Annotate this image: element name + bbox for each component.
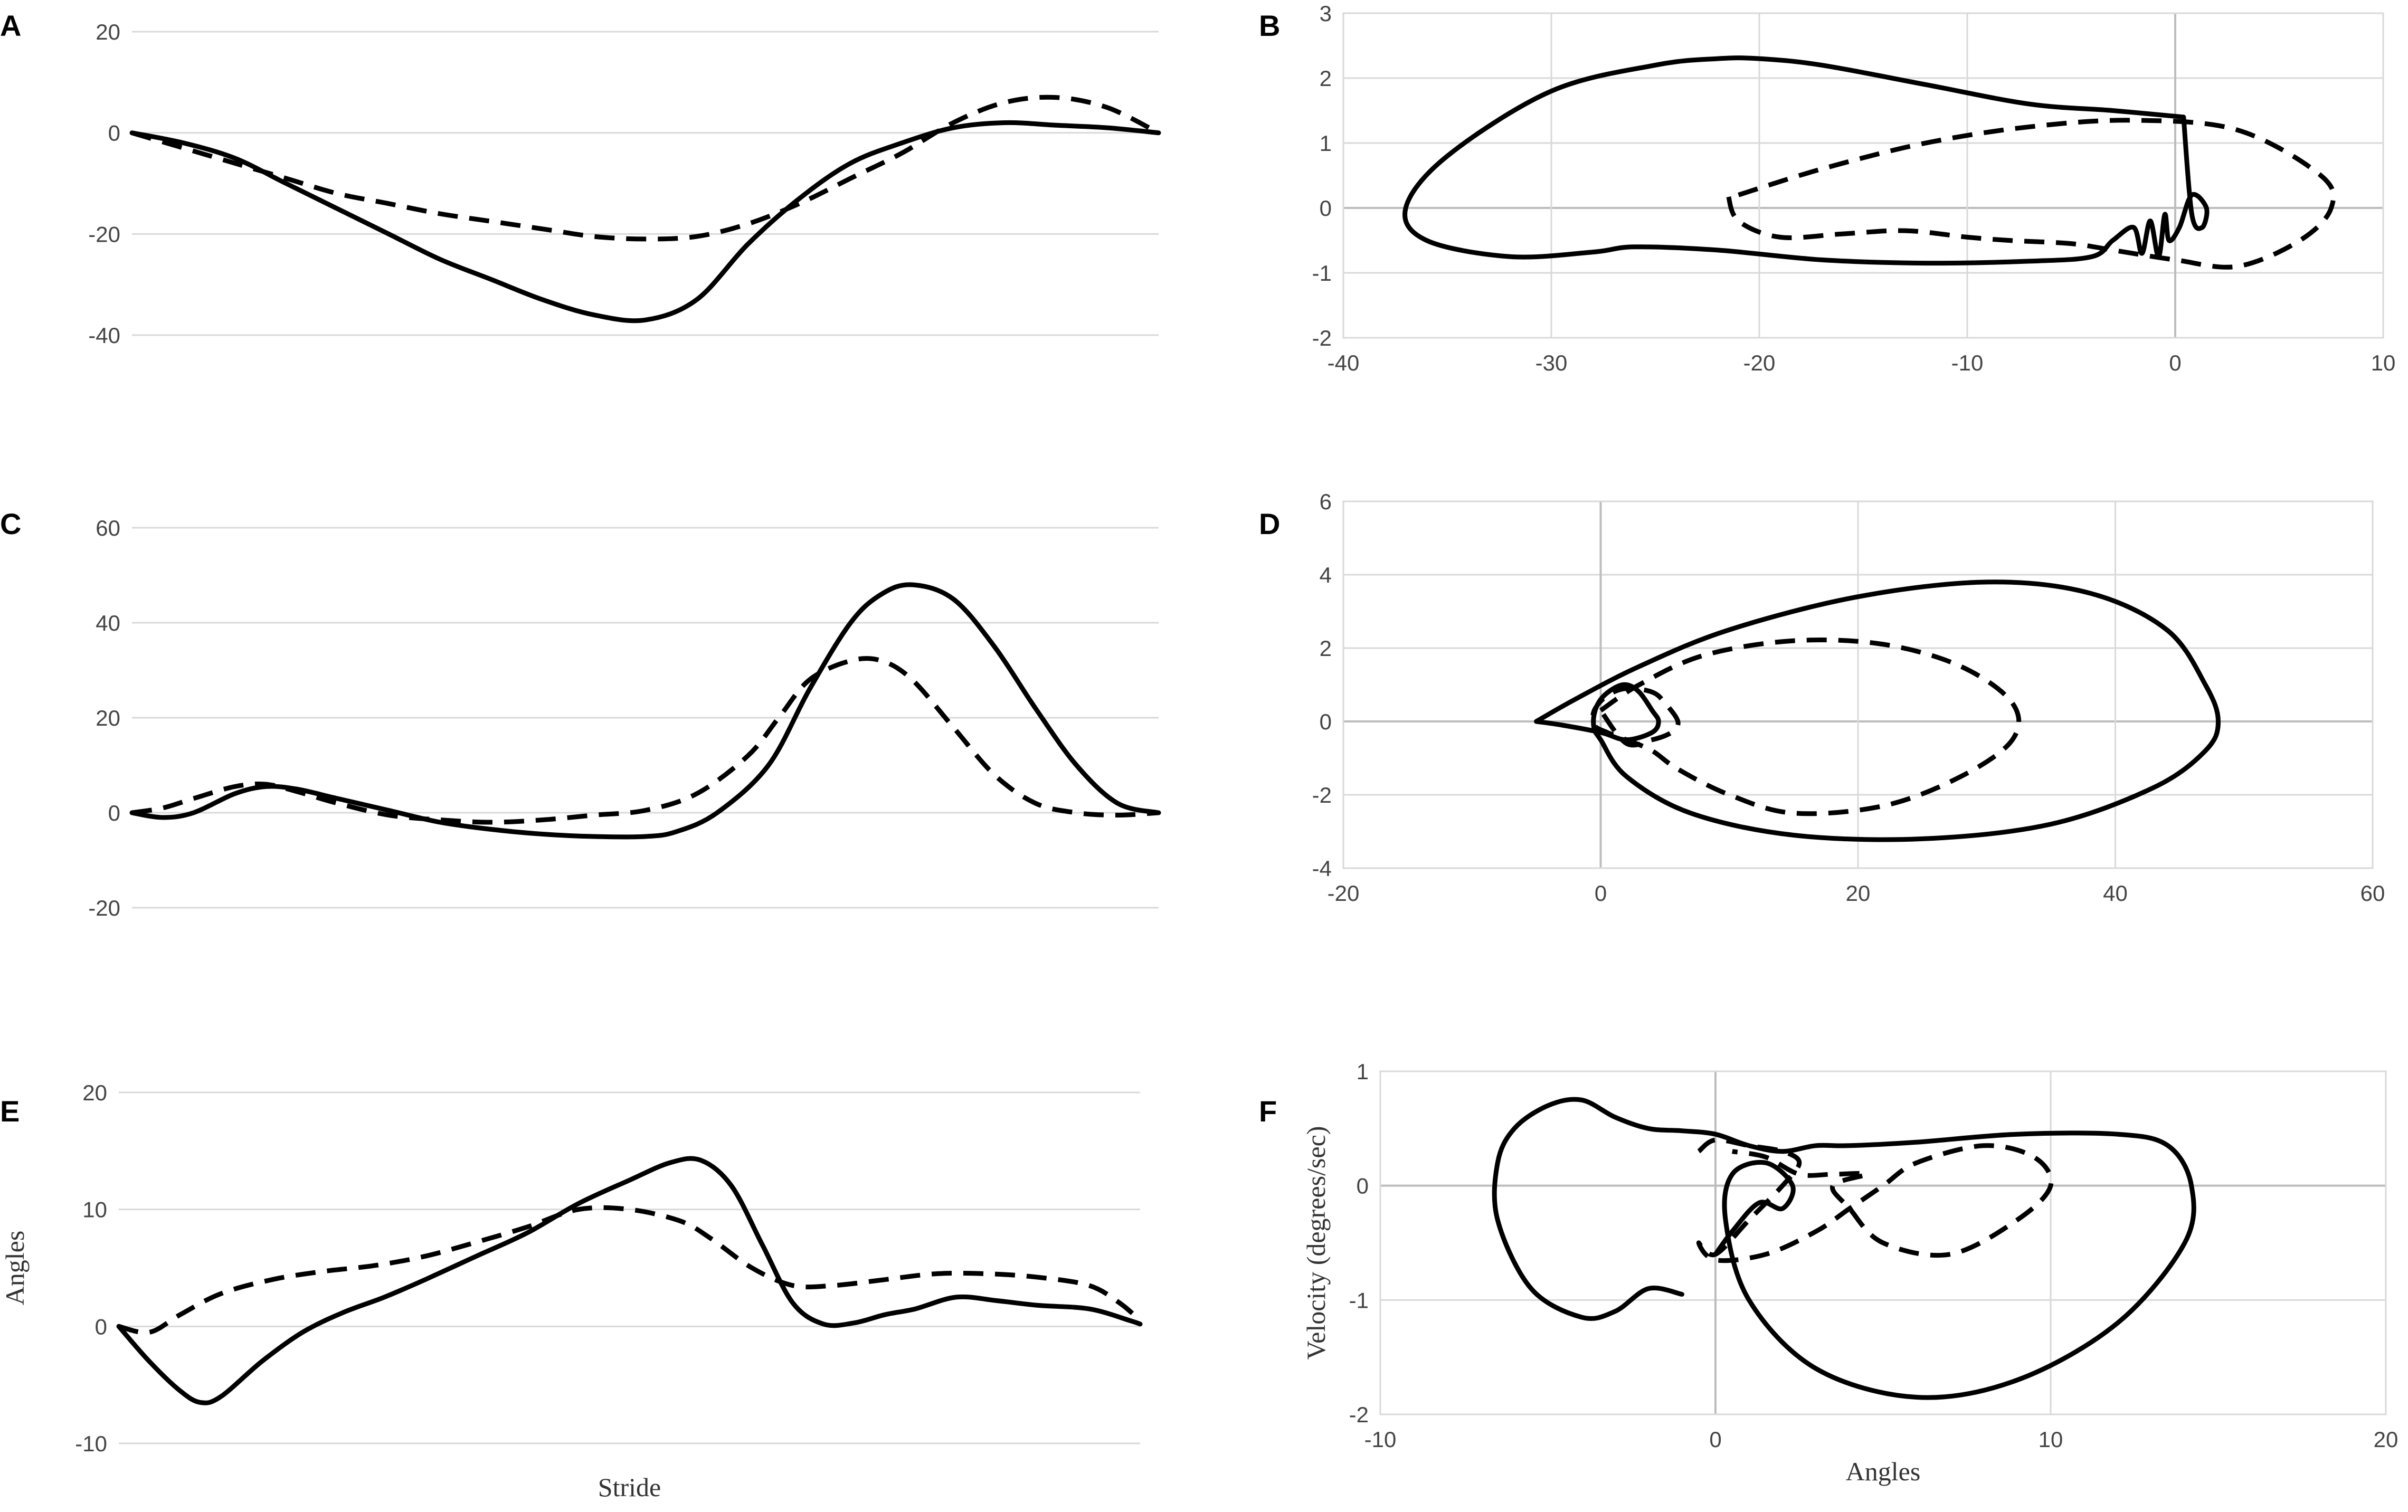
series-dashed-line — [131, 94, 1160, 242]
series-solid-line — [116, 1156, 1143, 1405]
series-solid-line — [129, 120, 1161, 324]
y-tick-label: -1 — [1349, 1288, 1369, 1313]
series-solid-line — [1492, 1097, 2196, 1400]
x-tick-label: -20 — [1328, 881, 1360, 906]
panel-e: E 20 10 0 -10 Stride Angles — [0, 1080, 1143, 1502]
y-tick-label: -2 — [1349, 1402, 1369, 1427]
x-tick-label: 20 — [2374, 1427, 2398, 1452]
y-tick-label: 1 — [1357, 1059, 1369, 1084]
panel-a: A 20 0 -20 -40 — [0, 9, 1161, 348]
y-tick-label: -10 — [75, 1431, 107, 1456]
panel-letter: E — [0, 1095, 20, 1128]
panel-letter: D — [1259, 507, 1280, 540]
y-tick-label: -1 — [1312, 261, 1332, 286]
panel-letter: C — [0, 507, 21, 540]
y-tick-label: -2 — [1312, 326, 1332, 350]
y-tick-label: -4 — [1312, 856, 1332, 881]
series-dashed-line — [131, 656, 1159, 825]
plot-frame — [1379, 1070, 2387, 1415]
x-tick-label: 0 — [2169, 350, 2181, 375]
x-tick-label: 40 — [2103, 881, 2128, 906]
x-tick-label: -10 — [1364, 1427, 1397, 1452]
panel-letter: F — [1259, 1095, 1277, 1128]
series-dashed-line — [1696, 1137, 2054, 1263]
y-tick-label: 20 — [96, 706, 120, 730]
y-tick-label: 0 — [95, 1314, 107, 1339]
y-tick-label: 0 — [1357, 1174, 1369, 1199]
x-tick-label: -30 — [1535, 350, 1568, 375]
x-axis-title: Stride — [598, 1472, 661, 1502]
y-tick-label: 0 — [108, 121, 120, 146]
plot-frame — [1342, 12, 2384, 339]
y-tick-label: 3 — [1320, 1, 1332, 26]
x-axis-title: Angles — [1846, 1457, 1921, 1486]
y-tick-label: 4 — [1320, 563, 1332, 587]
panel-letter: B — [1259, 9, 1280, 42]
panel-letter: A — [0, 9, 21, 42]
y-tick-label: 2 — [1320, 636, 1332, 661]
y-tick-label: -40 — [88, 323, 120, 348]
y-tick-label: 6 — [1320, 489, 1332, 514]
y-tick-label: 0 — [108, 801, 120, 825]
series-solid-line — [1402, 55, 2210, 266]
y-tick-label: -20 — [88, 222, 120, 246]
x-tick-label: 10 — [2371, 350, 2396, 375]
x-tick-label: 10 — [2039, 1427, 2063, 1452]
x-tick-label: -40 — [1328, 350, 1360, 375]
y-tick-label: 0 — [1320, 709, 1332, 734]
y-tick-label: -2 — [1312, 783, 1332, 807]
y-tick-label: 20 — [96, 20, 120, 44]
series-dashed-line — [118, 1205, 1142, 1335]
y-tick-label: 10 — [82, 1197, 107, 1222]
series-dashed-line — [1590, 638, 2022, 816]
y-tick-label: 40 — [96, 611, 120, 635]
x-tick-label: 0 — [1595, 881, 1607, 906]
series-solid-line — [1534, 579, 2221, 842]
y-tick-label: 1 — [1320, 131, 1332, 156]
x-tick-label: 60 — [2360, 881, 2385, 906]
y-tick-label: 0 — [1320, 196, 1332, 221]
y-axis-title: Angles — [0, 1231, 30, 1306]
y-tick-label: 60 — [96, 516, 120, 540]
y-tick-label: 2 — [1320, 66, 1332, 91]
x-tick-label: -10 — [1951, 350, 1984, 375]
x-tick-label: -20 — [1743, 350, 1776, 375]
y-axis-title: Velocity (degrees/sec) — [1301, 1126, 1331, 1360]
plot-frame — [1342, 500, 2374, 869]
y-tick-label: 20 — [82, 1080, 107, 1105]
y-tick-label: -20 — [88, 896, 120, 920]
x-tick-label: 0 — [1709, 1427, 1721, 1452]
series-dashed-line — [1726, 118, 2336, 270]
panel-c: C 60 40 20 0 -20 — [0, 507, 1161, 920]
x-tick-label: 20 — [1846, 881, 1871, 906]
